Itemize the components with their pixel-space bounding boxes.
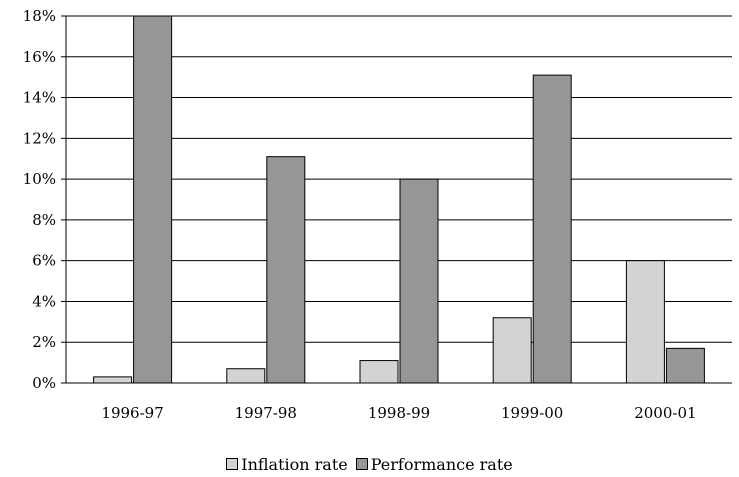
- legend-swatch-performance: [355, 458, 368, 470]
- y-tick-label: 0%: [32, 374, 56, 392]
- y-tick-label: 4%: [32, 292, 56, 310]
- x-tick-label: 1998-99: [368, 404, 430, 422]
- bar-inflation-1997-98: [226, 368, 266, 384]
- legend-label-inflation: Inflation rate: [241, 454, 348, 474]
- x-tick-label: 2000-01: [634, 404, 696, 422]
- legend-swatch-inflation: [226, 458, 239, 470]
- legend-item-performance: Performance rate: [355, 454, 513, 474]
- y-tick-label: 14%: [23, 89, 56, 107]
- bars: [93, 15, 705, 384]
- bar-inflation-1998-99: [359, 360, 399, 384]
- bar-inflation-2000-01: [625, 260, 665, 384]
- bar-performance-1997-98: [266, 156, 306, 384]
- y-tick-label: 6%: [32, 252, 56, 270]
- bar-inflation-1996-97: [93, 376, 133, 384]
- legend: Inflation rate Performance rate: [0, 452, 739, 476]
- x-tick-label: 1997-98: [235, 404, 297, 422]
- y-tick-label: 2%: [32, 333, 56, 351]
- legend-label-performance: Performance rate: [370, 454, 513, 474]
- bar-performance-1998-99: [399, 178, 439, 384]
- bar-performance-1996-97: [133, 15, 173, 384]
- legend-item-inflation: Inflation rate: [226, 455, 348, 474]
- x-tick-label: 1999-00: [501, 404, 563, 422]
- y-axis-tick-labels: 0% 2% 4% 6% 8% 10% 12% 14% 16% 18%: [23, 7, 56, 392]
- y-tick-label: 12%: [23, 129, 56, 147]
- y-tick-label: 16%: [23, 48, 56, 66]
- y-tick-label: 18%: [23, 7, 56, 25]
- x-axis-tick-labels: 1996-97 1997-98 1998-99 1999-00 2000-01: [101, 404, 696, 422]
- gridlines: [61, 15, 732, 384]
- bar-chart: 0% 2% 4% 6% 8% 10% 12% 14% 16% 18% 1996-97 1997-98…: [23, 7, 732, 422]
- axes: [65, 16, 732, 384]
- bar-inflation-1999-00: [492, 317, 532, 384]
- x-tick-label: 1996-97: [101, 404, 163, 422]
- y-tick-label: 8%: [32, 211, 56, 229]
- bar-performance-2000-01: [665, 347, 705, 384]
- bar-performance-1999-00: [532, 74, 572, 384]
- y-tick-label: 10%: [23, 170, 56, 188]
